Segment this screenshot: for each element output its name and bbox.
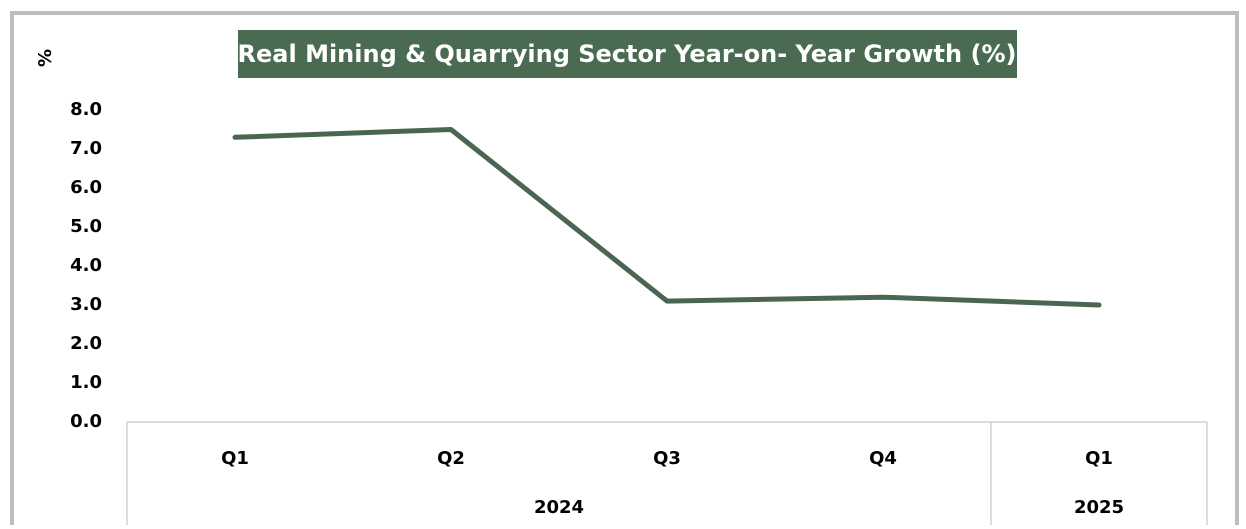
x-tick-label: Q4: [869, 448, 897, 469]
x-tick-label: Q3: [653, 448, 681, 469]
y-tick-label: 5.0: [70, 216, 102, 237]
chart-frame: [10, 11, 1239, 529]
line-series: [232, 127, 1102, 308]
chart-title: Real Mining & Quarrying Sector Year-on- …: [238, 40, 1017, 68]
y-tick-label: 6.0: [70, 177, 102, 198]
y-axis-label: %: [35, 49, 56, 67]
y-tick-label: 8.0: [70, 99, 102, 120]
x-group-label: 2025: [1074, 497, 1124, 518]
y-tick-label: 7.0: [70, 138, 102, 159]
y-tick-label: 4.0: [70, 255, 102, 276]
x-tick-label: Q1: [221, 448, 249, 469]
title-background: [238, 30, 1017, 78]
y-tick-label: 0.0: [70, 411, 102, 432]
x-tick-label: Q2: [437, 448, 465, 469]
x-tick-label: Q1: [1085, 448, 1113, 469]
x-group-label: 2024: [534, 497, 584, 518]
y-tick-label: 2.0: [70, 333, 102, 354]
y-tick-label: 3.0: [70, 294, 102, 315]
y-tick-label: 1.0: [70, 372, 102, 393]
